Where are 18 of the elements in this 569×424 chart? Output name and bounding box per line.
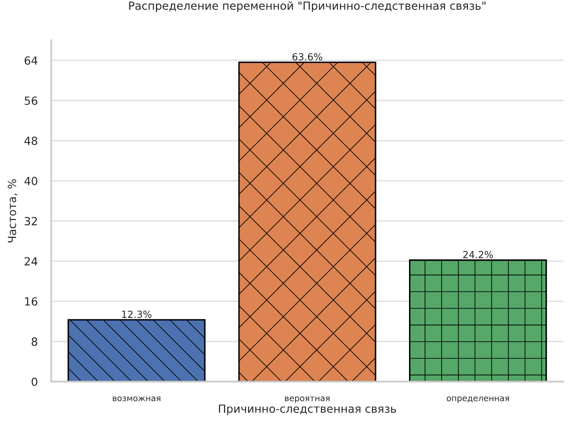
y-axis-title: Частота, % bbox=[8, 179, 18, 242]
y-tick-label: 48 bbox=[24, 136, 38, 146]
y-tick-label: 16 bbox=[25, 297, 38, 306]
y-tick-label: 32 bbox=[24, 216, 37, 226]
y-tick-label: 40 bbox=[24, 176, 38, 186]
y-tick-label: 56 bbox=[24, 96, 38, 105]
data-label: 24.2% bbox=[463, 250, 493, 258]
y-tick-label: 8 bbox=[32, 337, 38, 346]
y-tick-label: 0 bbox=[32, 378, 38, 386]
y-tick-label: 64 bbox=[24, 56, 38, 65]
data-label: 63.6% bbox=[292, 53, 322, 60]
x-tick-label: вероятная bbox=[285, 396, 330, 403]
x-axis-title: Причинно-следственная связь bbox=[218, 404, 396, 415]
chart-title: Распределение переменной "Причинно-следственная связь" bbox=[129, 1, 486, 12]
y-tick-label: 24 bbox=[24, 257, 38, 266]
data-label: 12.3% bbox=[122, 310, 152, 318]
x-tick-label: возможная bbox=[112, 396, 160, 402]
x-tick-label: определенная bbox=[446, 396, 509, 403]
